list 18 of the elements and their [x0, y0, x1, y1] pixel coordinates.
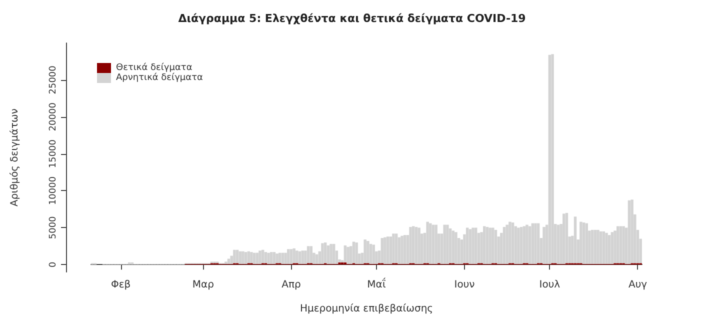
y-tick-label: 5000: [48, 216, 58, 240]
x-tick-label: Μαΐ: [367, 278, 386, 290]
x-tick-label: Μαρ: [192, 280, 214, 290]
x-tick-label: Απρ: [282, 280, 301, 290]
x-tick-label: Φεβ: [110, 280, 131, 290]
x-axis-title: Ημερομηνία επιβεβαίωσης: [300, 304, 434, 314]
y-tick-label: 15000: [48, 139, 58, 168]
y-axis-title: Αριθμός δειγμάτων: [10, 108, 20, 206]
x-tick-label: Αυγ: [628, 280, 648, 290]
legend-label: Αρνητικά δείγματα: [116, 72, 203, 83]
y-tick-label: 0: [48, 261, 58, 268]
y-tick-label: 20000: [48, 102, 58, 132]
chart-title: Διάγραμμα 5: Ελεγχθέντα και θετικά δείγματα COVID-19: [178, 12, 526, 25]
y-tick-label: 10000: [48, 176, 58, 206]
y-tick-label: 25000: [48, 65, 58, 94]
x-tick-label: Ιουλ: [539, 280, 560, 290]
legend-label: Θετικά δείγματα: [116, 62, 192, 73]
x-tick-label: Ιουν: [454, 280, 476, 290]
